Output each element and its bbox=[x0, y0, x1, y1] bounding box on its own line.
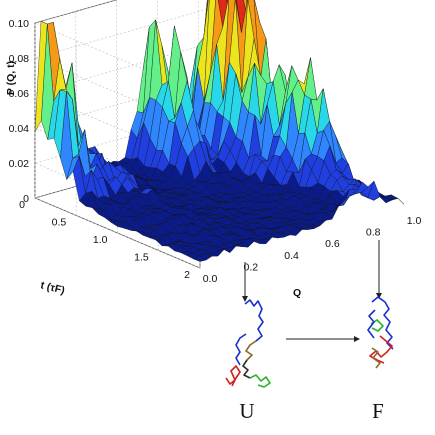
unfolded-arrow bbox=[242, 262, 248, 302]
z-tick-label: 0.06 bbox=[9, 88, 30, 100]
y-axis-label: t (τF) bbox=[39, 279, 66, 297]
probability-surface bbox=[34, 0, 405, 262]
unfolded-state-label: U bbox=[239, 399, 254, 423]
folded-state-label: F bbox=[372, 399, 384, 423]
q-tick-label: 0.6 bbox=[325, 238, 340, 250]
z-tick-label: 0.08 bbox=[9, 53, 30, 65]
folded-arrow bbox=[376, 240, 382, 299]
z-gridline bbox=[34, 0, 240, 129]
folded-structure-image bbox=[367, 296, 394, 369]
transition-arrow bbox=[286, 336, 360, 342]
z-tick-label: 0 bbox=[23, 193, 29, 205]
z-tick-label: 0.10 bbox=[9, 18, 30, 30]
q-tick-label: 0.0 bbox=[203, 273, 218, 285]
t-tick-label: 0 bbox=[19, 199, 25, 211]
x-axis-label: Q bbox=[293, 287, 301, 299]
q-tick-label: 0.2 bbox=[243, 261, 258, 273]
z-tick-label: 0.04 bbox=[9, 123, 30, 135]
z-tick-label: 0.02 bbox=[9, 158, 30, 170]
t-tick-label: 2 bbox=[184, 269, 190, 281]
t-tick-label: 0.5 bbox=[52, 217, 67, 229]
t-tick-label: 1.5 bbox=[134, 252, 149, 264]
z-axis-label: P (Q, t) bbox=[5, 61, 17, 95]
surface-patch bbox=[193, 255, 207, 262]
q-tick-label: 0.8 bbox=[366, 227, 381, 239]
unfolded-structure-image bbox=[225, 299, 271, 388]
t-tick-label: 1.0 bbox=[93, 234, 108, 246]
z-gridline bbox=[34, 34, 240, 164]
axis-ticks: 0 0.02 0.04 0.06 0.08 0.10 0 0.5 1.0 1.5 2 0.0 0.2 0.… bbox=[9, 18, 422, 285]
q-tick-label: 0.4 bbox=[284, 250, 299, 262]
q-tick-label: 1.0 bbox=[407, 215, 422, 227]
